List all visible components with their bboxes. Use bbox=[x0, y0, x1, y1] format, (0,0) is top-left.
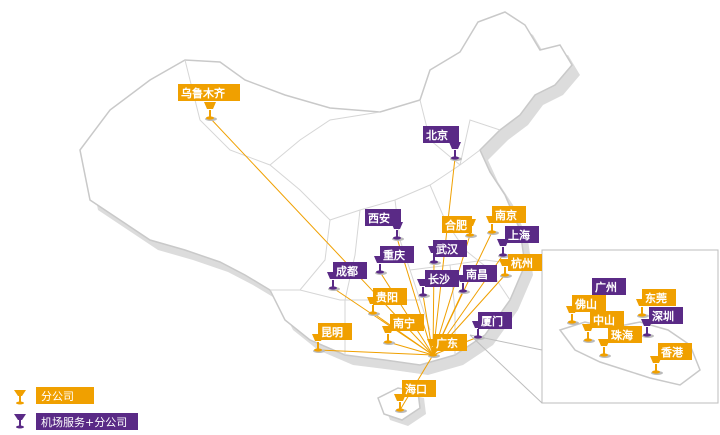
city-nanchang-label[interactable]: 南昌 bbox=[463, 265, 497, 282]
city-xian-label-text: 西安 bbox=[368, 211, 390, 225]
city-wuhan-label-text: 武汉 bbox=[436, 242, 459, 256]
city-foshan-label[interactable]: 佛山 bbox=[572, 295, 606, 312]
city-chengdu-label-text: 成都 bbox=[336, 264, 358, 278]
legend-service-label: 机场服务+分公司 bbox=[41, 415, 127, 429]
city-nanchang-label-text: 南昌 bbox=[466, 267, 488, 281]
city-hongkong-label-text: 香港 bbox=[660, 345, 684, 359]
city-shenzhen-label[interactable]: 深圳 bbox=[649, 307, 683, 324]
city-nanjing-label-text: 南京 bbox=[495, 208, 517, 222]
city-dongguan-label-text: 东莞 bbox=[645, 291, 667, 305]
city-wuhan-label[interactable]: 武汉 bbox=[433, 240, 467, 257]
city-dongguan-label[interactable]: 东莞 bbox=[642, 289, 676, 306]
legend-branch-box bbox=[36, 387, 94, 404]
city-guiyang-label[interactable]: 贵阳 bbox=[373, 288, 407, 305]
city-hongkong-label[interactable]: 香港 bbox=[658, 343, 692, 360]
city-chengdu-label[interactable]: 成都 bbox=[333, 262, 367, 279]
route-line-guiyang bbox=[372, 312, 434, 356]
city-shanghai-label-text: 上海 bbox=[508, 228, 530, 242]
city-hangzhou-label-text: 杭州 bbox=[511, 256, 533, 270]
legend-service-icon bbox=[14, 414, 26, 429]
city-haikou-label[interactable]: 海口 bbox=[402, 380, 436, 397]
city-guangzhou-label[interactable]: 广州 bbox=[592, 278, 626, 295]
route-line-nanning bbox=[387, 341, 434, 356]
city-chongqing-label-text: 重庆 bbox=[383, 248, 405, 262]
city-guangdong-label[interactable]: 广东 bbox=[433, 334, 467, 351]
city-zhuhai-pin-icon[interactable] bbox=[598, 339, 611, 358]
route-line-chongqing bbox=[379, 271, 434, 356]
city-xian-label[interactable]: 西安 bbox=[365, 209, 401, 226]
city-urumqi-pin-icon[interactable] bbox=[204, 102, 217, 121]
city-foshan-label-text: 佛山 bbox=[574, 297, 597, 311]
city-beijing-label-text: 北京 bbox=[426, 128, 448, 142]
city-guiyang-label-text: 贵阳 bbox=[376, 290, 398, 304]
city-nanning-label[interactable]: 南宁 bbox=[390, 314, 424, 331]
legend: 分公司 机场服务+分公司 bbox=[14, 387, 138, 430]
inset-connector bbox=[469, 334, 543, 404]
city-xiamen-label[interactable]: 厦门 bbox=[478, 312, 512, 329]
city-shenzhen-label-text: 深圳 bbox=[652, 309, 674, 323]
city-changsha-label-text: 长沙 bbox=[428, 272, 450, 286]
city-nanning-label-text: 南宁 bbox=[393, 316, 415, 330]
city-guangzhou-label-text: 广州 bbox=[595, 280, 617, 294]
city-zhongshan-label-text: 中山 bbox=[593, 313, 615, 327]
legend-branch-icon bbox=[14, 390, 26, 405]
city-beijing-pin-icon[interactable] bbox=[449, 142, 462, 161]
legend-service-box bbox=[36, 413, 138, 430]
city-nanjing-label[interactable]: 南京 bbox=[492, 206, 526, 223]
city-changsha-label[interactable]: 长沙 bbox=[425, 270, 459, 287]
city-haikou-label-text: 海口 bbox=[405, 382, 427, 396]
city-hongkong-pin-icon[interactable] bbox=[650, 356, 663, 375]
city-hefei-label[interactable]: 合肥 bbox=[442, 216, 472, 233]
city-beijing-label[interactable]: 北京 bbox=[423, 126, 459, 143]
city-urumqi-label-text: 乌鲁木齐 bbox=[181, 86, 226, 100]
city-hangzhou-label[interactable]: 杭州 bbox=[508, 254, 542, 271]
city-guangdong-label-text: 广东 bbox=[436, 336, 458, 350]
city-urumqi-label[interactable]: 乌鲁木齐 bbox=[178, 84, 240, 101]
city-chongqing-label[interactable]: 重庆 bbox=[380, 246, 414, 263]
city-xiamen-label-text: 厦门 bbox=[481, 314, 503, 328]
route-line-kunming bbox=[317, 349, 434, 356]
city-zhuhai-label-text: 珠海 bbox=[611, 328, 633, 342]
city-hefei-label-text: 合肥 bbox=[445, 218, 467, 232]
city-kunming-label[interactable]: 昆明 bbox=[318, 323, 352, 340]
city-zhuhai-label[interactable]: 珠海 bbox=[608, 326, 642, 343]
city-zhongshan-label[interactable]: 中山 bbox=[590, 311, 624, 328]
city-shanghai-label[interactable]: 上海 bbox=[505, 226, 539, 243]
city-kunming-label-text: 昆明 bbox=[321, 326, 343, 339]
legend-branch-label: 分公司 bbox=[41, 390, 74, 403]
